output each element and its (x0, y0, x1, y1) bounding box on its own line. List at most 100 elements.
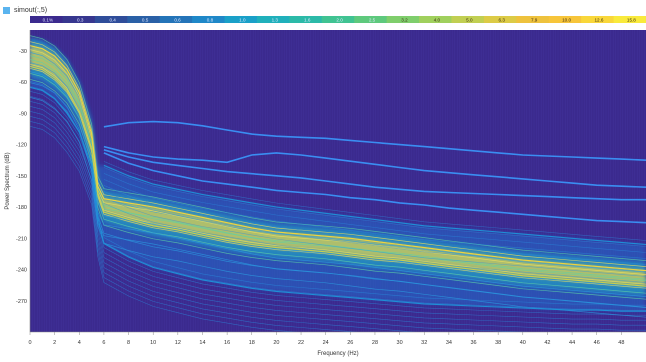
x-tick-label: 34 (446, 340, 452, 346)
trace-line (30, 116, 418, 332)
trace-line (103, 167, 646, 247)
x-tick-label: 46 (594, 340, 600, 346)
band-core (30, 45, 646, 287)
colorbar-tick-label: 0.6 (174, 18, 181, 23)
colorbar-segment (30, 16, 63, 23)
colorbar-segment (94, 16, 128, 23)
colorbar-segment (289, 16, 323, 23)
y-tick-label: -240 (16, 268, 27, 274)
colorbar-tick-label: 1.0 (239, 18, 246, 23)
x-tick-label: 2 (53, 340, 56, 346)
trace-line (30, 79, 646, 300)
x-tick-label: 14 (199, 340, 205, 346)
x-tick-label: 10 (150, 340, 156, 346)
colorbar-tick-label: 0.5 (142, 18, 149, 23)
colorbar-segment (321, 16, 355, 23)
series-outlier-4 (103, 152, 646, 224)
trace-line (103, 179, 646, 259)
spread-region (30, 38, 646, 312)
x-tick-label: 44 (569, 340, 575, 346)
colorbar-segment (581, 16, 615, 23)
trace-line (30, 81, 646, 306)
colorbar-segment (159, 16, 193, 23)
colorbar-tick-label: 3.2 (401, 18, 408, 23)
y-tick-label: -210 (16, 236, 27, 242)
trace-line (103, 197, 646, 277)
trace-line (30, 111, 530, 332)
colorbar-segment (224, 16, 258, 23)
series-layer (30, 35, 646, 332)
colorbar-tick-label: 5.0 (466, 18, 473, 23)
series-outlier-2 (103, 145, 646, 188)
trace-line (103, 173, 646, 253)
trace-line (30, 49, 646, 275)
colorbar-segment (548, 16, 582, 23)
trace-line (30, 96, 646, 321)
trace-line (30, 73, 646, 294)
series-outlier-1 (103, 120, 646, 161)
x-tick-label: 8 (127, 340, 130, 346)
x-tick-label: 22 (298, 340, 304, 346)
colorbar-segment (386, 16, 420, 23)
legend-label: simout(:,5) (14, 6, 48, 14)
x-tick-label: 30 (397, 340, 403, 346)
trace-line (30, 41, 646, 267)
colorbar-segment (451, 16, 485, 23)
colorbar-tick-label: 4.0 (434, 18, 441, 23)
x-tick-label: 32 (421, 340, 427, 346)
colorbar-tick-label: 0.4 (109, 18, 116, 23)
x-tick-label: 48 (618, 340, 624, 346)
colorbar-tick-label: 1.3 (272, 18, 279, 23)
trace-line (30, 101, 646, 326)
legend: simout(:,5) (3, 4, 47, 16)
colorbar-tick-label: 2.0 (336, 18, 343, 23)
colorbar-segment (62, 16, 96, 23)
series-dense-band-upper (30, 45, 646, 272)
colorbar-tick-label: 0.1% (43, 18, 53, 23)
colorbar-tick-label: 6.3 (499, 18, 506, 23)
colorbar: 0.1% 0.3 0.4 0.5 0.6 0.8 1.0 1.3 1.6 2.0 2.5 3.2 4.0… (30, 16, 646, 23)
x-axis-label: Frequency (Hz) (317, 351, 358, 357)
colorbar-tick-label: 7.9 (531, 18, 538, 23)
trace-line (30, 106, 646, 331)
colorbar-tick-label: 10.0 (562, 18, 571, 23)
colorbar-tick-label: 0.8 (207, 18, 214, 23)
colorbar-segment (256, 16, 290, 23)
trace-line (103, 161, 646, 241)
trace-line (30, 121, 359, 332)
x-tick-label: 36 (470, 340, 476, 346)
colorbar-segment (483, 16, 517, 23)
colorbar-tick-label: 0.3 (77, 18, 84, 23)
x-tick-label: 18 (249, 340, 255, 346)
x-tick-label: 38 (495, 340, 501, 346)
x-tick-label: 28 (372, 340, 378, 346)
y-tick-label: -180 (16, 205, 27, 211)
x-tick-label: 0 (28, 340, 31, 346)
colorbar-segment (419, 16, 452, 23)
series-dense-band-lower (30, 65, 646, 287)
colorbar-tick-label: 2.5 (369, 18, 376, 23)
trace-line (103, 185, 646, 265)
x-tick-label: 12 (175, 340, 181, 346)
trace-line (103, 203, 646, 283)
trace-line (30, 126, 299, 332)
x-tick-label: 24 (323, 340, 329, 346)
series-spread-low (30, 86, 646, 312)
x-axis: 0 2 4 6 8 10 12 14 16 18 20 22 24 26 28 30 32 34 36 38 40 42 4… (28, 331, 646, 346)
colorbar-segment (613, 16, 646, 23)
colorbar-tick-label: 1.6 (304, 18, 311, 23)
x-tick-label: 42 (544, 340, 550, 346)
x-tick-label: 4 (78, 340, 81, 346)
x-tick-label: 6 (102, 340, 105, 346)
colorbar-segment (127, 16, 161, 23)
y-tick-label: -150 (16, 174, 27, 180)
y-tick-label: -120 (16, 143, 27, 149)
series-outlier-3 (103, 149, 646, 201)
x-tick-label: 40 (520, 340, 526, 346)
y-axis-label: Power Spectrum (dB) (5, 152, 11, 209)
x-tick-label: 20 (273, 340, 279, 346)
y-tick-label: -60 (19, 80, 27, 86)
x-tick-label: 16 (224, 340, 230, 346)
series-spread-high (103, 164, 646, 246)
